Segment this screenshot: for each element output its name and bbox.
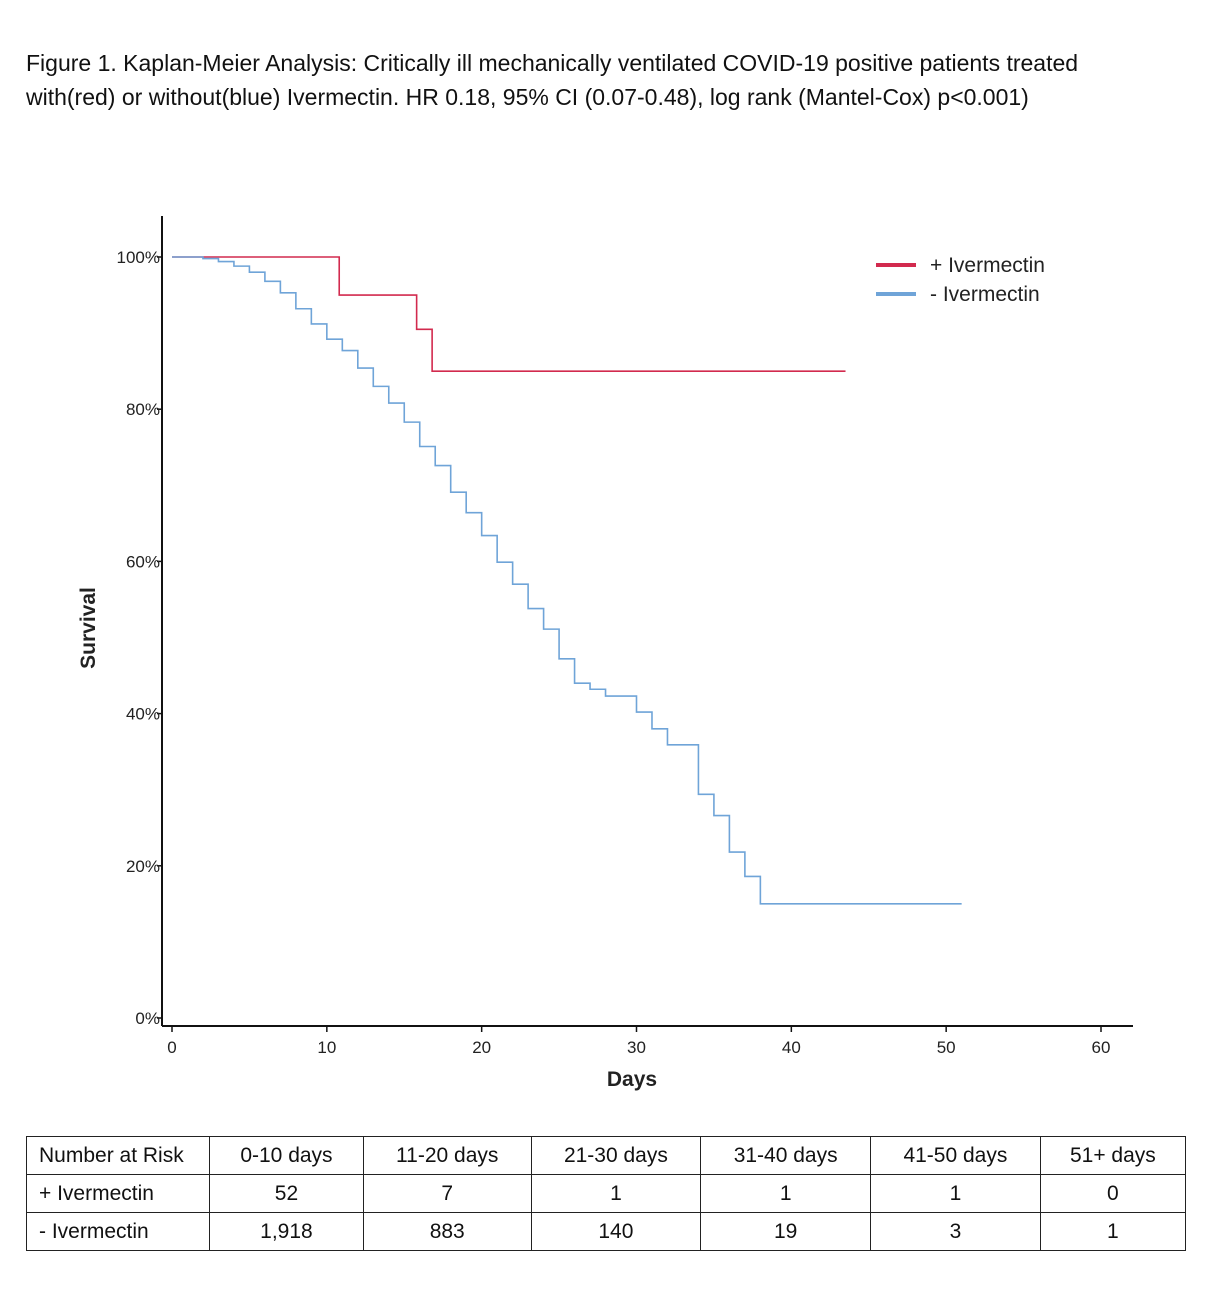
risk-cell: 140 [530, 1212, 702, 1251]
x-tick-label: 10 [317, 1038, 336, 1057]
y-tick-label: 0% [135, 1009, 160, 1028]
risk-table-header-row: Number at Risk 0-10 days 11-20 days 21-3… [26, 1136, 1187, 1175]
risk-cell: 1,918 [209, 1212, 364, 1251]
risk-cell: 883 [362, 1212, 532, 1251]
y-tick-label: 60% [126, 552, 160, 571]
risk-row-label: - Ivermectin [26, 1212, 210, 1251]
risk-row-minus-ivermectin: - Ivermectin 1,918 883 140 19 3 1 [26, 1212, 1187, 1251]
risk-header-cell: 31-40 days [700, 1136, 872, 1175]
risk-header-cell: 41-50 days [870, 1136, 1041, 1175]
x-tick-label: 40 [782, 1038, 801, 1057]
risk-cell: 7 [362, 1174, 532, 1213]
legend-label: + Ivermectin [930, 254, 1045, 277]
y-tick-label: 80% [126, 400, 160, 419]
risk-cell: 1 [700, 1174, 872, 1213]
y-tick-label: 40% [126, 705, 160, 724]
y-tick-label: 20% [126, 857, 160, 876]
risk-header-cell: 51+ days [1039, 1136, 1187, 1175]
y-axis-title: Survival [77, 587, 100, 669]
survival-curve-plus-ivermectin [172, 256, 846, 372]
risk-header-cell: 21-30 days [530, 1136, 702, 1175]
risk-header-cell: 0-10 days [209, 1136, 364, 1175]
risk-cell: 3 [870, 1212, 1041, 1251]
survival-curve-minus-ivermectin [172, 256, 962, 905]
x-tick-label: 0 [167, 1038, 176, 1057]
figure-caption: Figure 1. Kaplan-Meier Analysis: Critica… [26, 46, 1186, 114]
y-tick-label: 100% [117, 248, 160, 267]
x-axis-title: Days [607, 1068, 657, 1091]
x-tick-label: 20 [472, 1038, 491, 1057]
x-tick-label: 60 [1092, 1038, 1111, 1057]
caption-line-1: Figure 1. Kaplan-Meier Analysis: Critica… [26, 50, 1079, 76]
risk-header-cell: 11-20 days [362, 1136, 532, 1175]
risk-cell: 0 [1039, 1174, 1187, 1213]
x-tick-label: 30 [627, 1038, 646, 1057]
risk-header-cell: Number at Risk [26, 1136, 210, 1175]
risk-cell: 1 [530, 1174, 702, 1213]
risk-row-plus-ivermectin: + Ivermectin 52 7 1 1 1 0 [26, 1174, 1187, 1213]
risk-cell: 52 [209, 1174, 364, 1213]
number-at-risk-table: Number at Risk 0-10 days 11-20 days 21-3… [26, 1136, 1187, 1251]
legend-label: - Ivermectin [930, 283, 1040, 306]
kaplan-meier-chart: 0% 20% 40% 60% 80% 100% 0 10 20 30 40 50 60 Days Survi… [77, 216, 1133, 1091]
risk-cell: 19 [700, 1212, 872, 1251]
x-tick-label: 50 [937, 1038, 956, 1057]
risk-row-label: + Ivermectin [26, 1174, 210, 1213]
risk-cell: 1 [1039, 1212, 1187, 1251]
caption-line-2: with(red) or without(blue) Ivermectin. H… [26, 84, 1029, 110]
risk-cell: 1 [870, 1174, 1041, 1213]
